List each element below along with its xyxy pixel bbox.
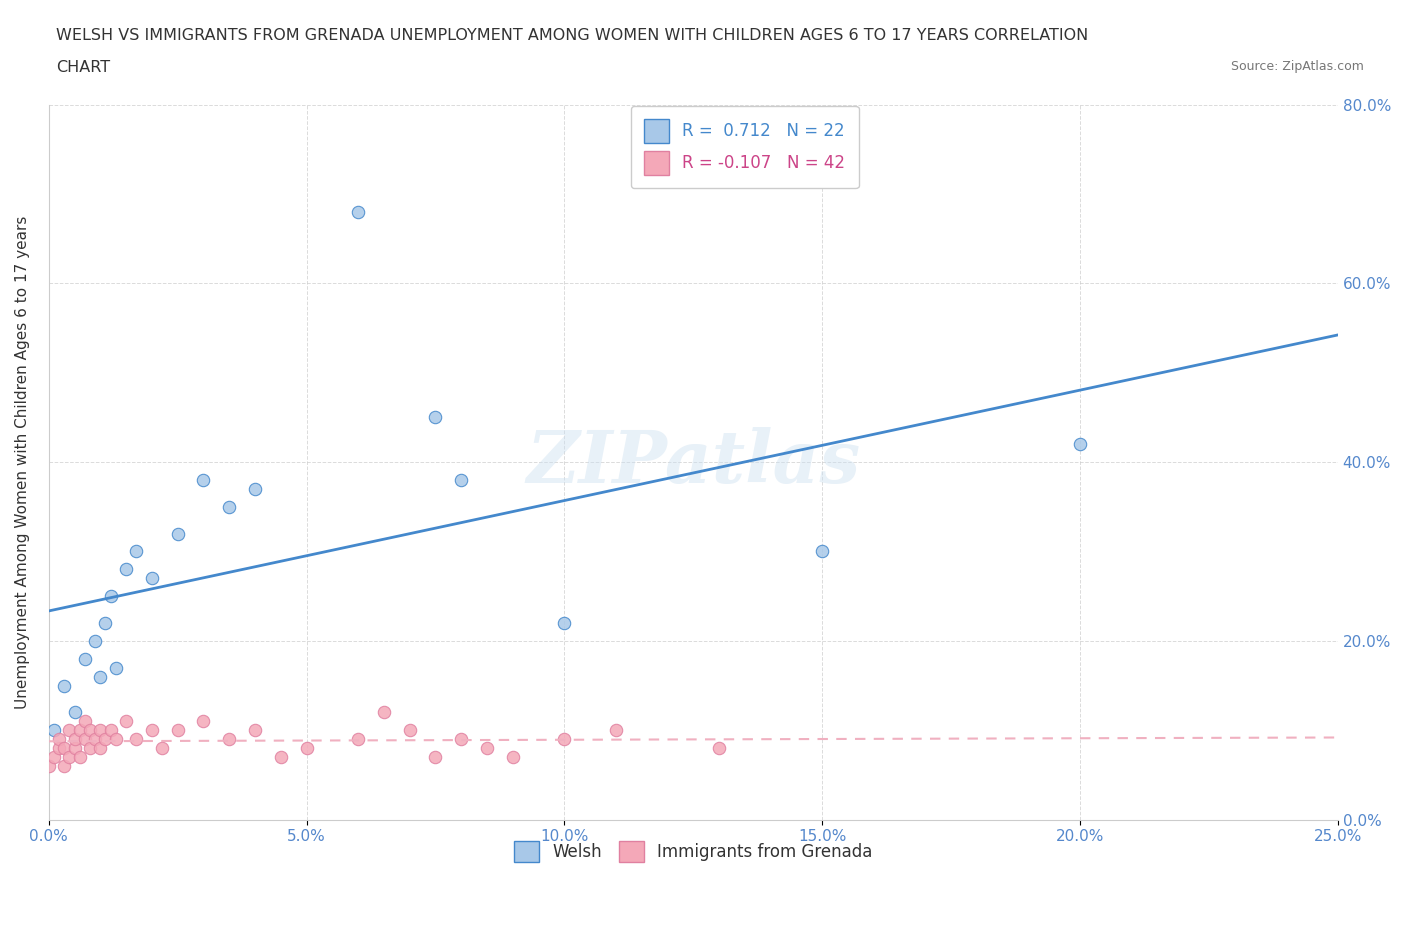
- Point: [89, 670, 111, 684]
- Point: [218, 732, 240, 747]
- Point: [63, 740, 86, 755]
- Point: [104, 660, 127, 675]
- Point: [58, 723, 80, 737]
- Point: [115, 562, 138, 577]
- Point: [347, 732, 370, 747]
- Point: [94, 616, 117, 631]
- Point: [193, 472, 215, 487]
- Point: [450, 732, 472, 747]
- Point: [104, 732, 127, 747]
- Point: [38, 759, 60, 774]
- Point: [166, 723, 188, 737]
- Point: [1069, 437, 1091, 452]
- Point: [193, 714, 215, 729]
- Point: [42, 750, 65, 764]
- Point: [243, 723, 266, 737]
- Point: [115, 714, 138, 729]
- Point: [100, 723, 122, 737]
- Point: [141, 723, 163, 737]
- Point: [373, 705, 395, 720]
- Point: [125, 544, 148, 559]
- Point: [425, 750, 447, 764]
- Point: [73, 651, 96, 666]
- Point: [553, 732, 575, 747]
- Text: WELSH VS IMMIGRANTS FROM GRENADA UNEMPLOYMENT AMONG WOMEN WITH CHILDREN AGES 6 T: WELSH VS IMMIGRANTS FROM GRENADA UNEMPLO…: [56, 28, 1088, 43]
- Point: [811, 544, 834, 559]
- Point: [53, 678, 76, 693]
- Point: [218, 499, 240, 514]
- Point: [605, 723, 627, 737]
- Point: [100, 589, 122, 604]
- Point: [79, 723, 101, 737]
- Point: [295, 740, 318, 755]
- Point: [69, 750, 91, 764]
- Point: [73, 714, 96, 729]
- Point: [347, 205, 370, 219]
- Point: [150, 740, 173, 755]
- Point: [553, 616, 575, 631]
- Point: [243, 482, 266, 497]
- Point: [125, 732, 148, 747]
- Point: [48, 740, 70, 755]
- Point: [89, 740, 111, 755]
- Point: [73, 732, 96, 747]
- Y-axis label: Unemployment Among Women with Children Ages 6 to 17 years: Unemployment Among Women with Children A…: [15, 216, 30, 709]
- Point: [84, 633, 107, 648]
- Point: [502, 750, 524, 764]
- Point: [270, 750, 292, 764]
- Legend: Welsh, Immigrants from Grenada: Welsh, Immigrants from Grenada: [508, 835, 879, 869]
- Text: ZIPatlas: ZIPatlas: [526, 427, 860, 498]
- Point: [707, 740, 730, 755]
- Point: [141, 571, 163, 586]
- Point: [398, 723, 420, 737]
- Point: [475, 740, 498, 755]
- Point: [58, 750, 80, 764]
- Point: [48, 732, 70, 747]
- Text: CHART: CHART: [56, 60, 110, 75]
- Point: [79, 740, 101, 755]
- Text: Source: ZipAtlas.com: Source: ZipAtlas.com: [1230, 60, 1364, 73]
- Point: [84, 732, 107, 747]
- Point: [42, 723, 65, 737]
- Point: [166, 526, 188, 541]
- Point: [450, 472, 472, 487]
- Point: [69, 723, 91, 737]
- Point: [425, 410, 447, 425]
- Point: [53, 759, 76, 774]
- Point: [63, 705, 86, 720]
- Point: [94, 732, 117, 747]
- Point: [63, 732, 86, 747]
- Point: [53, 740, 76, 755]
- Point: [89, 723, 111, 737]
